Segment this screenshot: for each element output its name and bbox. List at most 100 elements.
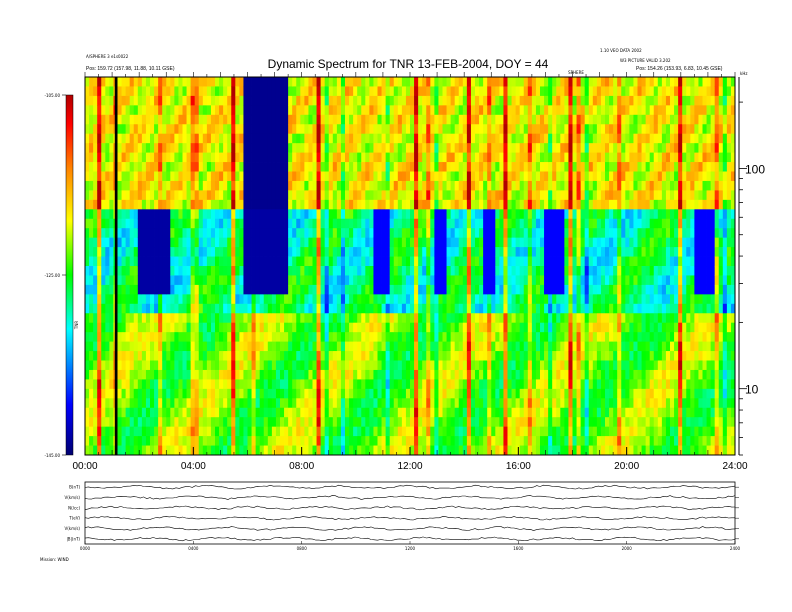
heatmap-cell xyxy=(418,322,423,333)
heatmap-cell xyxy=(194,426,200,437)
heatmap-cell xyxy=(369,388,374,399)
heatmap-cell xyxy=(564,180,569,191)
heatmap-cell xyxy=(434,313,439,324)
heatmap-cell xyxy=(215,237,220,248)
heatmap-cell xyxy=(495,369,500,380)
heatmap-cell xyxy=(527,199,533,210)
heatmap-cell xyxy=(535,209,541,220)
heatmap-cell xyxy=(422,256,427,267)
heatmap-cell xyxy=(548,313,553,324)
heatmap-cell xyxy=(552,199,557,210)
heatmap-cell xyxy=(223,360,228,371)
heatmap-cell xyxy=(535,388,541,399)
heatmap-cell xyxy=(544,275,549,286)
heatmap-cell xyxy=(495,426,500,437)
heatmap-cell xyxy=(527,171,533,182)
heatmap-cell xyxy=(194,266,200,276)
heatmap-cell xyxy=(438,379,443,390)
heatmap-cell xyxy=(336,379,342,390)
heatmap-cell xyxy=(133,341,139,352)
heatmap-cell xyxy=(499,171,504,182)
heatmap-cell xyxy=(483,351,488,361)
heatmap-cell xyxy=(349,77,354,87)
heatmap-cell xyxy=(491,313,496,324)
heatmap-cell xyxy=(495,303,500,314)
heatmap-cell xyxy=(202,266,208,276)
heatmap-cell xyxy=(422,398,427,409)
heatmap-cell xyxy=(422,332,427,342)
heatmap-cell xyxy=(198,209,204,220)
heatmap-cell xyxy=(275,105,281,116)
heatmap-cell xyxy=(340,228,346,239)
heatmap-cell xyxy=(137,86,143,97)
heatmap-cell xyxy=(365,162,370,172)
heatmap-cell xyxy=(454,445,460,456)
heatmap-cell xyxy=(397,152,403,163)
heatmap-cell xyxy=(85,171,90,182)
heatmap-cell xyxy=(300,199,305,210)
heatmap-cell xyxy=(174,180,179,191)
heatmap-cell xyxy=(560,133,565,144)
heatmap-cell xyxy=(511,303,517,314)
heatmap-cell xyxy=(215,407,220,418)
heatmap-cell xyxy=(284,388,289,399)
heatmap-cell xyxy=(194,436,200,446)
heatmap-cell xyxy=(215,124,220,135)
heatmap-cell xyxy=(158,445,163,456)
heatmap-cell xyxy=(85,417,90,428)
heatmap-cell xyxy=(320,86,326,97)
heatmap-cell xyxy=(312,86,317,97)
heatmap-cell xyxy=(564,95,569,106)
heatmap-cell xyxy=(422,351,427,361)
heatmap-cell xyxy=(223,445,228,456)
heatmap-cell xyxy=(202,407,208,418)
heatmap-cell xyxy=(210,294,216,305)
heatmap-cell xyxy=(190,77,196,87)
heatmap-cell xyxy=(239,398,244,409)
heatmap-cell xyxy=(202,133,208,144)
heatmap-cell xyxy=(206,351,212,361)
heatmap-cell xyxy=(141,256,147,267)
heatmap-cell xyxy=(511,398,517,409)
heatmap-cell xyxy=(202,228,208,239)
heatmap-cell xyxy=(483,171,488,182)
heatmap-cell xyxy=(259,398,265,409)
heatmap-cell xyxy=(288,351,293,361)
heatmap-cell xyxy=(495,388,500,399)
heatmap-cell xyxy=(353,152,358,163)
heatmap-cell xyxy=(105,143,110,153)
heatmap-cell xyxy=(117,275,122,286)
heatmap-cell xyxy=(401,105,407,116)
heatmap-cell xyxy=(308,322,313,333)
heatmap-column-28 xyxy=(198,77,204,456)
heatmap-cell xyxy=(475,275,480,286)
heatmap-cell xyxy=(215,199,220,210)
heatmap-cell xyxy=(365,341,370,352)
heatmap-cell xyxy=(422,199,427,210)
heatmap-cell xyxy=(572,351,577,361)
heatmap-cell xyxy=(466,95,472,106)
heatmap-cell xyxy=(182,247,187,257)
heatmap-cell xyxy=(174,209,179,220)
heatmap-cell xyxy=(487,256,492,267)
heatmap-cell xyxy=(97,105,102,116)
heatmap-cell xyxy=(141,86,147,97)
heatmap-cell xyxy=(446,303,452,314)
heatmap-cell xyxy=(369,171,374,182)
heatmap-cell xyxy=(414,445,419,456)
heatmap-cell xyxy=(89,77,94,87)
heatmap-cell xyxy=(97,228,102,239)
heatmap-cell xyxy=(405,360,411,371)
heatmap-cell xyxy=(105,284,110,295)
heatmap-column-72 xyxy=(377,77,382,456)
heatmap-cell xyxy=(466,209,472,220)
heatmap-cell xyxy=(202,143,208,153)
heatmap-cell xyxy=(568,313,573,324)
heatmap-cell xyxy=(206,114,212,125)
heatmap-cell xyxy=(316,190,322,201)
heatmap-cell xyxy=(410,86,415,97)
heatmap-cell xyxy=(243,190,248,201)
heatmap-cell xyxy=(259,77,265,87)
heatmap-cell xyxy=(210,228,216,239)
heatmap-cell xyxy=(101,237,106,248)
